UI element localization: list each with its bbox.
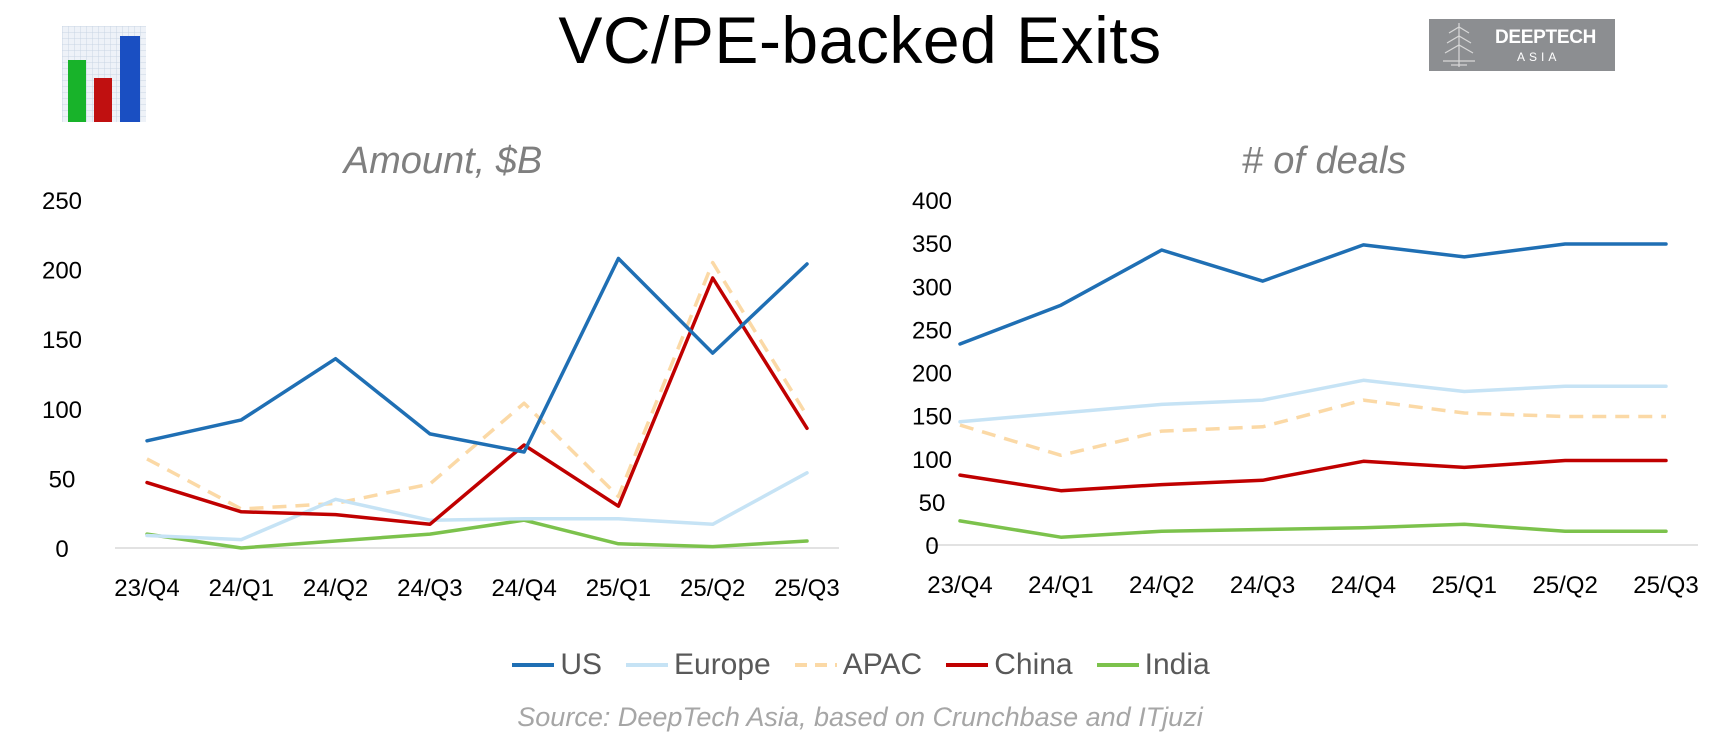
legend: US Europe APAC China India <box>0 648 1720 682</box>
amount-y-tick-label: 0 <box>55 536 68 563</box>
deals-x-tick-label: 24/Q3 <box>1230 572 1295 599</box>
legend-label: APAC <box>842 648 923 681</box>
amount-y-tick-label: 100 <box>42 397 82 424</box>
legend-swatch-apac <box>794 663 837 667</box>
deals-y-tick-label: 150 <box>912 404 952 431</box>
deals-x-tick-label: 24/Q4 <box>1331 572 1396 599</box>
amount-x-tick-label: 25/Q3 <box>774 575 839 602</box>
amount-series-apac-line <box>146 260 809 511</box>
source-note: Source: DeepTech Asia, based on Crunchba… <box>517 702 1203 732</box>
brand-name: DEEPTECH <box>1495 27 1597 48</box>
deals-chart-title: # of deals <box>1242 140 1407 182</box>
amount-series-europe-line <box>145 471 809 542</box>
amount-y-tick-label: 50 <box>49 466 76 493</box>
amount-x-tick-label: 24/Q3 <box>397 575 462 602</box>
deals-y-tick-label: 400 <box>912 188 952 215</box>
legend-item-india: India <box>1095 648 1210 682</box>
legend-swatch-india <box>1096 663 1139 667</box>
amount-chart-title: Amount, $B <box>342 140 543 182</box>
deals-x-tick-label: 24/Q1 <box>1028 572 1093 599</box>
deals-y-tick-label: 350 <box>912 231 952 258</box>
legend-item-apac: APAC <box>793 648 922 682</box>
amount-y-tick-label: 200 <box>42 258 82 285</box>
bar-chart-icon <box>62 26 146 122</box>
legend-swatch-china <box>946 663 989 667</box>
deals-x-tick-label: 24/Q2 <box>1129 572 1194 599</box>
legend-label: India <box>1144 648 1210 681</box>
deals-y-tick-label: 50 <box>919 490 946 517</box>
amount-x-tick-label: 23/Q4 <box>114 575 179 602</box>
amount-x-tick-label: 24/Q1 <box>209 575 274 602</box>
deals-y-tick-label: 300 <box>912 274 952 301</box>
legend-label: US <box>560 648 602 681</box>
amount-y-tick-label: 250 <box>42 188 82 215</box>
amount-x-tick-label: 25/Q2 <box>680 575 745 602</box>
deals-series-apac-line <box>959 398 1666 458</box>
deals-x-tick-label: 25/Q2 <box>1532 572 1597 599</box>
deals-y-tick-label: 250 <box>912 317 952 344</box>
legend-item-china: China <box>944 648 1073 682</box>
amount-y-tick-label: 150 <box>42 327 82 354</box>
legend-item-europe: Europe <box>624 648 771 682</box>
amount-x-tick-label: 24/Q4 <box>491 575 556 602</box>
deals-series-india-line <box>958 519 1668 539</box>
legend-label: Europe <box>674 648 771 681</box>
deals-x-tick-label: 25/Q3 <box>1633 572 1698 599</box>
legend-swatch-us <box>512 663 555 667</box>
amount-series-china-line <box>145 276 809 527</box>
deals-x-tick-label: 25/Q1 <box>1432 572 1497 599</box>
deals-y-tick-label: 0 <box>925 533 938 560</box>
page-title: VC/PE-backed Exits <box>558 3 1162 77</box>
deals-chart: # of deals 0 50 100 150 200 250 300 350 400 23/Q4 2… <box>912 140 1699 599</box>
legend-item-us: US <box>510 648 602 682</box>
amount-x-tick-label: 25/Q1 <box>586 575 651 602</box>
deeptech-asia-logo: DEEPTECH ASIA <box>1429 19 1615 71</box>
deals-y-tick-label: 100 <box>912 447 952 474</box>
deals-y-tick-label: 200 <box>912 361 952 388</box>
amount-series-us-line <box>145 256 809 454</box>
amount-series-india-line <box>145 518 809 550</box>
brand-subtitle: ASIA <box>1517 50 1561 64</box>
deals-series-china-line <box>958 458 1668 493</box>
amount-chart: Amount, $B 0 50 100 150 200 250 23/Q4 24/Q1 24/Q2… <box>42 140 840 602</box>
amount-x-tick-label: 24/Q2 <box>303 575 368 602</box>
legend-swatch-europe <box>626 663 668 667</box>
deals-series-us-line <box>958 242 1668 346</box>
deals-x-tick-label: 23/Q4 <box>927 572 992 599</box>
deals-series-europe-line <box>958 378 1668 424</box>
legend-label: China <box>994 648 1073 681</box>
